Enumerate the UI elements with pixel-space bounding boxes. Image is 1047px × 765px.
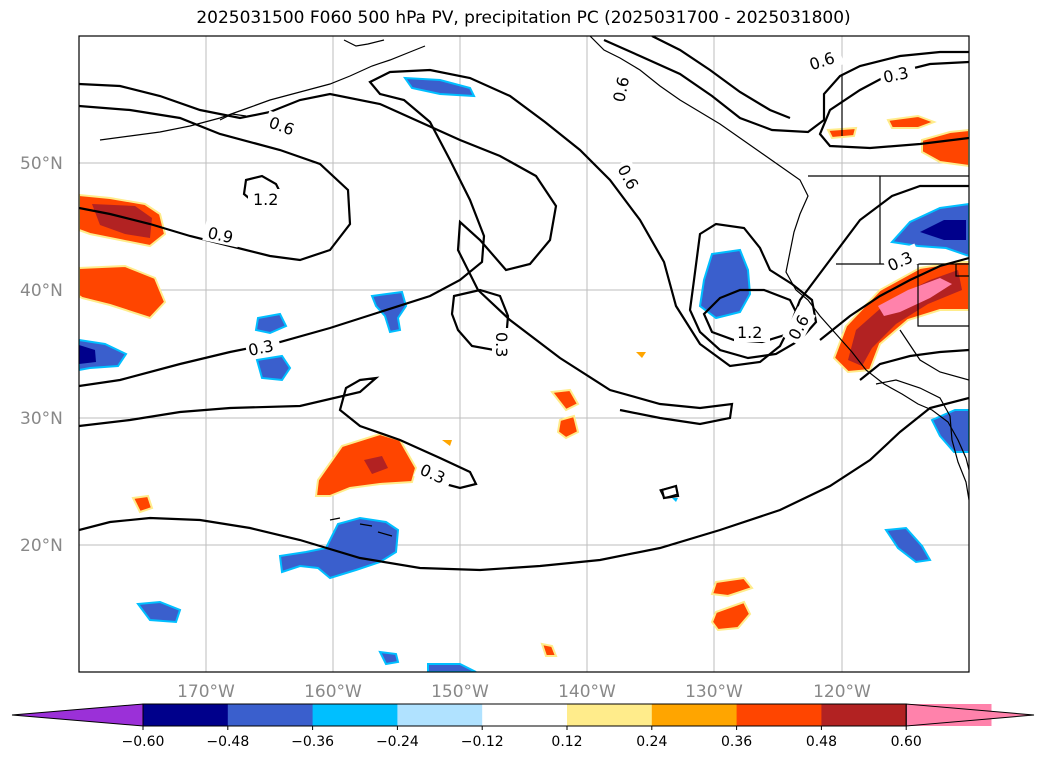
contour-label: 0.9	[206, 223, 235, 247]
colorbar-segment	[821, 704, 907, 726]
contour-label: 0.3	[492, 332, 511, 357]
precip-positive-area	[540, 642, 558, 657]
pv-contour-0.6-sw	[651, 36, 791, 120]
lon-label-170w: 170°W	[177, 682, 235, 702]
precip-negative-area	[427, 663, 477, 672]
precip-positive-area	[886, 114, 937, 129]
colorbar-tick-label: 0.36	[721, 734, 752, 750]
lon-label-140w: 140°W	[558, 682, 616, 702]
colorbar-segment	[397, 704, 483, 726]
colorbar-segment	[482, 704, 568, 726]
precip-negative-area	[698, 248, 752, 320]
precip-negative-area	[370, 290, 408, 334]
colorbar-segment	[143, 704, 229, 726]
colorbar-outline	[142, 703, 907, 727]
lon-label-150w: 150°W	[431, 682, 489, 702]
pv-contour-0.3-cal	[819, 256, 969, 341]
precip-positive-area	[710, 576, 754, 598]
precip-positive-area	[442, 440, 452, 446]
colorbar-tick-label: −0.48	[206, 734, 249, 750]
precip-positive-area	[556, 414, 580, 440]
precip-negative-area	[255, 354, 292, 382]
colorbar-tick-label: 0.60	[891, 734, 922, 750]
precip-negative-area	[254, 312, 288, 335]
pv-contour-0.6-east	[603, 38, 969, 134]
contour-label: 0.3	[881, 63, 910, 87]
contour-label: 1.2	[737, 323, 762, 342]
contour-label: 1.2	[253, 190, 278, 209]
precip-negative-area	[672, 498, 678, 502]
pv-contour-0.3-mid	[79, 376, 478, 490]
lon-label-120w: 120°W	[813, 682, 871, 702]
precip-positive-peak	[878, 278, 952, 316]
contour-label: 0.6	[609, 75, 633, 104]
precip-negative-area	[402, 76, 476, 98]
precip-negative-area	[136, 600, 182, 624]
precip-negative-area	[884, 526, 932, 564]
contour-labels: 1.2 0.9 0.6 0.3 0.6 0.3 0.6 0.3 0.6 0.3 …	[202, 44, 923, 491]
pv-contour-0.3-south	[79, 396, 969, 572]
colorbar-tick-label: 0.24	[636, 734, 667, 750]
colorbar-tick-label: 0.12	[551, 734, 582, 750]
latitude-axis: 50°N 40°N 30°N 20°N	[20, 154, 63, 556]
colorbar-extend-low	[11, 703, 144, 727]
precip-positive-area	[131, 494, 154, 514]
map-frame	[78, 35, 970, 673]
colorbar-segment	[567, 704, 653, 726]
colorbar-tick-label: 0.48	[806, 734, 837, 750]
precip-negative-area	[278, 516, 400, 580]
colorbar-tick-label: −0.12	[461, 734, 504, 750]
precipitation-field	[79, 76, 969, 672]
pv-contour-small	[660, 484, 680, 500]
precip-negative-area	[378, 650, 400, 666]
precip-positive-core	[364, 456, 388, 474]
colorbar-segment	[736, 704, 822, 726]
precip-negative-core	[920, 220, 966, 240]
pv-contours	[79, 36, 969, 572]
contour-label: 0.3	[246, 336, 275, 360]
pv-contour-0.9-north	[79, 104, 352, 262]
colorbar-tick-label: −0.60	[122, 734, 165, 750]
lat-label-50n: 50°N	[20, 154, 63, 174]
lat-label-40n: 40°N	[20, 281, 63, 301]
precip-positive-area	[550, 388, 580, 412]
precip-positive-area	[636, 352, 646, 358]
longitude-axis: 170°W 160°W 150°W 140°W 130°W 120°W	[177, 682, 871, 702]
colorbar-segment	[312, 704, 398, 726]
precip-positive-area	[79, 264, 167, 320]
gridlines	[79, 36, 969, 672]
colorbar-tick-label: −0.36	[291, 734, 334, 750]
colorbar-tick-label: −0.24	[376, 734, 419, 750]
pv-contour-0.6-west-coast	[688, 222, 818, 360]
lat-label-30n: 30°N	[20, 409, 63, 429]
colorbar-segment	[651, 704, 738, 726]
map-title: 2025031500 F060 500 hPa PV, precipitatio…	[196, 8, 851, 28]
lat-label-20n: 20°N	[20, 536, 63, 556]
precip-negative-core	[79, 345, 96, 364]
lon-label-130w: 130°W	[685, 682, 743, 702]
pv-contour-0.3-southeast	[859, 348, 969, 381]
precip-negative-area	[930, 409, 969, 453]
colorbar-segment	[227, 704, 314, 726]
lon-label-160w: 160°W	[304, 682, 362, 702]
precip-positive-area	[710, 600, 752, 632]
precip-positive-area	[314, 432, 418, 497]
colorbar: −0.60 −0.48 −0.36 −0.24 −0.12 0.12 0.24 0.36 0.4…	[11, 703, 1035, 750]
